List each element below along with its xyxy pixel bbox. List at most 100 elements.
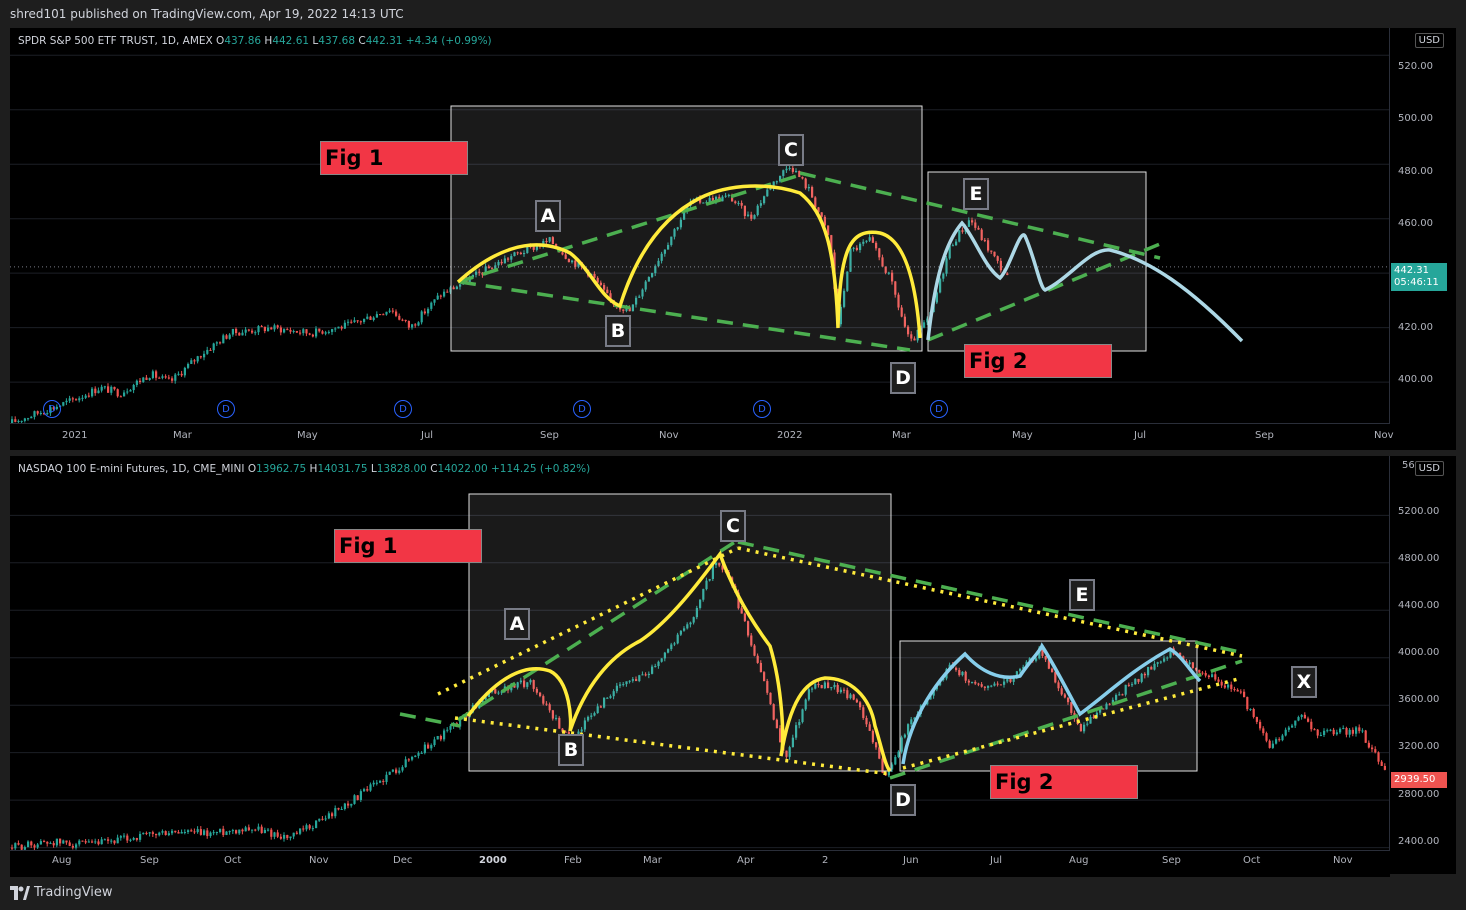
candle-body: [660, 658, 663, 662]
fig2-label[interactable]: Fig 2: [990, 765, 1138, 799]
candle-body: [299, 828, 302, 834]
point-d-label[interactable]: D: [890, 784, 916, 816]
candle-body: [887, 769, 890, 776]
trendline-rising: [457, 538, 739, 722]
candle-body: [401, 767, 404, 771]
point-b-label[interactable]: B: [558, 734, 584, 766]
candle-body: [46, 841, 49, 844]
nasdaq-plot-area[interactable]: NASDAQ 100 E-mini Futures, 1D, CME_MINI …: [10, 456, 1390, 850]
nasdaq-price-axis[interactable]: USD 5600.00 5200.00 4800.00 4400.00 4000…: [1389, 456, 1456, 850]
candle-body: [523, 680, 526, 687]
candle-body: [1278, 739, 1281, 741]
fig1-label[interactable]: Fig 1: [320, 141, 468, 175]
candle-body: [731, 194, 734, 202]
currency-badge[interactable]: USD: [1414, 461, 1444, 476]
candle-body: [283, 329, 286, 333]
currency-badge[interactable]: USD: [1414, 33, 1444, 48]
nasdaq-time-axis[interactable]: Aug Sep Oct Nov Dec 2000 Feb Mar Apr 2 J…: [10, 850, 1390, 877]
fig2-label[interactable]: Fig 2: [964, 344, 1112, 378]
candle-body: [97, 390, 100, 394]
candle-body: [324, 818, 327, 820]
candle-body: [993, 251, 996, 257]
candle-body: [414, 755, 417, 757]
candle-body: [641, 289, 644, 297]
candle-body: [756, 205, 759, 216]
candle-body: [561, 252, 564, 255]
candle-body: [443, 730, 446, 740]
candle-body: [375, 314, 378, 318]
candle-body: [193, 360, 196, 362]
candle-body: [910, 334, 913, 339]
dividend-icon[interactable]: D: [753, 400, 771, 418]
dividend-icon[interactable]: D: [573, 400, 591, 418]
candle-body: [331, 813, 334, 817]
nasdaq-chart-svg[interactable]: [10, 456, 1390, 850]
candle-body: [340, 326, 343, 329]
candle-body: [123, 835, 126, 837]
candle-body: [673, 229, 676, 237]
candle-body: [327, 331, 330, 333]
candle-body: [590, 715, 593, 717]
spy-time-axis[interactable]: 2021 Mar May Jul Sep Nov 2022 Mar May Ju…: [10, 423, 1394, 450]
candle-body: [289, 329, 292, 332]
fig1-label[interactable]: Fig 1: [334, 529, 482, 563]
point-x-label[interactable]: X: [1291, 666, 1317, 698]
candle-body: [385, 311, 388, 315]
candle-body: [279, 836, 282, 839]
candle-body: [638, 675, 641, 682]
point-a-label[interactable]: A: [504, 608, 530, 640]
candle-body: [1095, 712, 1098, 717]
point-a-label[interactable]: A: [535, 200, 561, 232]
nasdaq-chart-panel[interactable]: NASDAQ 100 E-mini Futures, 1D, CME_MINI …: [10, 456, 1456, 877]
point-d-label[interactable]: D: [890, 362, 916, 394]
candle-body: [644, 281, 647, 290]
candle-body: [689, 622, 692, 625]
candle-body: [91, 841, 94, 843]
candle-body: [193, 831, 196, 833]
candle-body: [187, 830, 190, 833]
price-tick: 4400.00: [1398, 600, 1440, 611]
candle-body: [702, 202, 705, 204]
tradingview-footer: TradingView: [0, 878, 1466, 910]
candle-body: [1355, 727, 1358, 734]
candle-body: [775, 181, 778, 183]
candle-body: [1204, 672, 1207, 676]
point-c-label[interactable]: C: [720, 510, 746, 542]
candle-body: [567, 258, 570, 263]
candle-body: [855, 247, 858, 250]
candle-body: [1307, 718, 1310, 722]
candle-body: [254, 332, 257, 334]
dividend-icon[interactable]: D: [394, 400, 412, 418]
spy-price-axis[interactable]: USD 520.00 500.00 480.00 460.00 420.00 4…: [1389, 28, 1456, 423]
candle-body: [766, 681, 769, 693]
candle-body: [308, 333, 311, 335]
candle-body: [516, 252, 519, 254]
candle-body: [635, 297, 638, 305]
candle-body: [491, 268, 494, 270]
dividend-icon[interactable]: D: [930, 400, 948, 418]
candle-body: [119, 396, 122, 398]
dividend-icon[interactable]: D: [217, 400, 235, 418]
candle-body: [1310, 721, 1313, 730]
candle-body: [644, 674, 647, 676]
candle-body: [55, 838, 58, 846]
candle-body: [30, 416, 33, 419]
candle-body: [1009, 679, 1012, 682]
spy-plot-area[interactable]: SPDR S&P 500 ETF TRUST, 1D, AMEX O437.86…: [10, 28, 1390, 423]
candle-body: [430, 745, 433, 749]
dividend-icon[interactable]: D: [43, 400, 61, 418]
spy-chart-svg[interactable]: [10, 28, 1390, 423]
point-e-label[interactable]: E: [963, 178, 989, 210]
candle-body: [1297, 717, 1300, 721]
point-b-label[interactable]: B: [605, 315, 631, 347]
candle-body: [68, 842, 71, 846]
candle-body: [359, 791, 362, 800]
candle-body: [548, 704, 551, 711]
time-tick: 2021: [62, 430, 88, 441]
candle-body: [407, 320, 410, 328]
candle-body: [1019, 668, 1022, 672]
spy-chart-panel[interactable]: SPDR S&P 500 ETF TRUST, 1D, AMEX O437.86…: [10, 28, 1456, 450]
point-e-label[interactable]: E: [1069, 579, 1095, 611]
point-c-label[interactable]: C: [778, 134, 804, 166]
candle-body: [503, 258, 506, 264]
